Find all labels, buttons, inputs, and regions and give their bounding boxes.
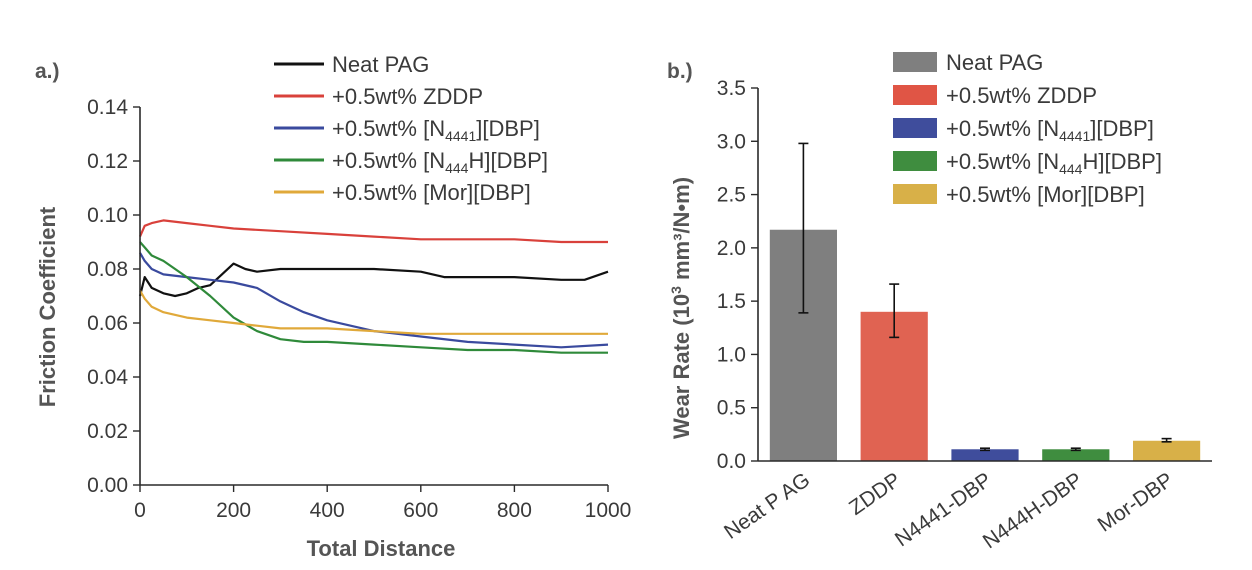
legend-label: +0.5wt% ZDDP bbox=[946, 83, 1097, 108]
legend-label: Neat PAG bbox=[332, 52, 429, 77]
legend-swatch bbox=[893, 151, 937, 171]
x-category-label: N4441-DBP bbox=[891, 468, 996, 551]
panel-b-y-axis-title: Wear Rate (103 mm³/N•m) bbox=[668, 177, 694, 439]
y-tick-label: 0.12 bbox=[87, 150, 128, 173]
legend-swatch bbox=[893, 118, 937, 138]
x-tick-label: 400 bbox=[310, 499, 345, 522]
legend-label: +0.5wt% [N444H][DBP] bbox=[946, 149, 1162, 177]
bar-N444H-DBP bbox=[1042, 449, 1110, 461]
bar-Mor-DBP bbox=[1133, 440, 1201, 461]
panel-a-x-axis-title: Total Distance bbox=[307, 536, 456, 561]
legend-label: +0.5wt% [Mor][DBP] bbox=[332, 180, 531, 205]
legend-label: +0.5wt% ZDDP bbox=[332, 84, 483, 109]
series-line-0 bbox=[138, 262, 609, 298]
y-tick-label: 2.0 bbox=[717, 237, 746, 260]
y-tick-label: 1.0 bbox=[717, 343, 746, 366]
x-category-label: Mor-DBP bbox=[1094, 468, 1178, 536]
legend-label: Neat PAG bbox=[946, 50, 1043, 75]
legend-swatch bbox=[893, 85, 937, 105]
x-tick-label: 0 bbox=[134, 499, 146, 522]
series-line-1 bbox=[138, 219, 608, 244]
x-tick-label: 600 bbox=[403, 499, 438, 522]
legend-swatch bbox=[893, 52, 937, 72]
series-line-4 bbox=[139, 290, 608, 335]
panel-a-label: a.) bbox=[35, 60, 60, 83]
panel-b-ticks: 0.0 0.5 1.0 1.5 2.0 2.5 3.0 3.5 bbox=[717, 77, 758, 473]
y-tick-label: 0.10 bbox=[87, 204, 128, 227]
series-line-2 bbox=[139, 252, 609, 349]
legend-label: +0.5wt% [N444H][DBP] bbox=[332, 148, 548, 176]
legend-label: +0.5wt% [N4441][DBP] bbox=[332, 116, 540, 144]
panel-a-legend: Neat PAG +0.5wt% ZDDP +0.5wt% [N4441][DBP]… bbox=[274, 52, 548, 205]
y-tick-label: 3.5 bbox=[717, 77, 746, 100]
y-tick-label: 2.5 bbox=[717, 184, 746, 207]
y-tick-label: 0.02 bbox=[87, 420, 128, 443]
panel-b-legend: Neat PAG +0.5wt% ZDDP +0.5wt% [N4441][DBP]… bbox=[893, 50, 1162, 207]
x-category-label: N444H-DBP bbox=[979, 468, 1087, 553]
series-line-3 bbox=[139, 241, 608, 354]
legend-label: +0.5wt% [N4441][DBP] bbox=[946, 116, 1154, 144]
panel-b-wear-chart: b.) Wear Rate (103 mm³/N•m) 0.0 0.5 1.0 1.5… bbox=[667, 50, 1212, 553]
y-tick-label: 3.0 bbox=[717, 130, 746, 153]
y-tick-label: 0.08 bbox=[87, 258, 128, 281]
y-tick-label: 1.5 bbox=[717, 290, 746, 313]
y-tick-label: 0.0 bbox=[717, 450, 746, 473]
x-category-label: Neat P AG bbox=[720, 468, 814, 544]
x-tick-label: 800 bbox=[497, 499, 532, 522]
bar-N4441-DBP bbox=[951, 449, 1019, 461]
legend-swatch bbox=[893, 184, 937, 204]
x-tick-label: 1000 bbox=[585, 499, 632, 522]
y-tick-label: 0.5 bbox=[717, 397, 746, 420]
panel-a-series-lines bbox=[138, 219, 609, 354]
legend-label: +0.5wt% [Mor][DBP] bbox=[946, 182, 1145, 207]
y-tick-label: 0.14 bbox=[87, 96, 128, 119]
y-tick-label: 0.00 bbox=[87, 474, 128, 497]
panel-b-label: b.) bbox=[667, 60, 693, 83]
panel-a-ticks: 0.00 0.02 0.04 0.06 0.08 0.10 0.12 0.14 0 200 400 6… bbox=[87, 96, 631, 522]
panel-a-friction-chart: a.) Friction Coefficient Total Distance … bbox=[35, 52, 631, 561]
y-tick-label: 0.06 bbox=[87, 312, 128, 335]
panel-a-y-axis-title: Friction Coefficient bbox=[35, 206, 60, 407]
x-category-label: ZDDP bbox=[845, 468, 905, 520]
y-tick-label: 0.04 bbox=[87, 366, 128, 389]
x-tick-label: 200 bbox=[216, 499, 251, 522]
